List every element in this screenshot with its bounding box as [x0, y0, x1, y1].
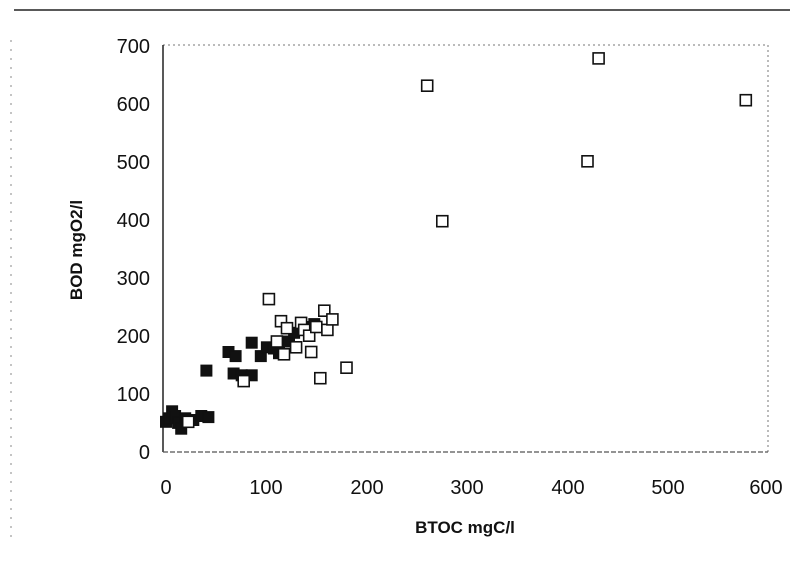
open-square-point	[280, 321, 294, 335]
y-tick-label: 100	[117, 384, 150, 406]
scatter-points	[160, 52, 753, 435]
y-tick-label: 300	[117, 268, 150, 290]
y-axis-title: BOD mgO2/l	[67, 200, 86, 300]
open-square-point	[326, 313, 339, 326]
filled-square-point	[202, 411, 215, 424]
y-tick-label: 400	[117, 210, 150, 232]
x-tick-label: 300	[450, 477, 483, 499]
filled-square-point	[229, 350, 242, 363]
filled-square-point	[200, 364, 213, 377]
y-axis-ticks: 0 100 200 300 400 500 600 700	[117, 36, 150, 464]
open-square-point	[302, 329, 316, 343]
open-square-point	[270, 335, 284, 348]
open-square-point	[289, 340, 303, 354]
x-tick-label: 600	[749, 477, 782, 499]
x-axis-ticks: 0 100 200 300 400 500 600	[160, 477, 782, 499]
open-square-point	[592, 52, 605, 65]
open-square-point	[262, 292, 276, 306]
x-tick-label: 400	[551, 477, 584, 499]
open-square-point	[181, 415, 195, 429]
open-square-point	[304, 345, 318, 359]
x-tick-label: 100	[249, 477, 282, 499]
y-tick-label: 500	[117, 152, 150, 174]
open-square-point	[581, 155, 594, 168]
x-tick-label: 0	[160, 477, 171, 499]
y-tick-label: 200	[117, 326, 150, 348]
open-square-point	[317, 304, 331, 318]
open-square-point	[340, 361, 353, 375]
y-tick-label: 700	[117, 36, 150, 58]
y-tick-label: 600	[117, 94, 150, 116]
open-square-point	[313, 371, 327, 385]
x-axis-title: BTOC mgC/l	[415, 518, 515, 537]
open-square-point	[420, 79, 434, 92]
open-square-point	[321, 323, 334, 337]
filled-square-point	[245, 336, 258, 349]
x-tick-label: 500	[651, 477, 684, 499]
y-tick-label: 0	[139, 442, 150, 464]
x-tick-label: 200	[350, 477, 383, 499]
open-square-point	[309, 320, 323, 334]
open-square-point	[237, 374, 250, 388]
open-square-point	[739, 93, 753, 107]
open-square-point	[277, 347, 291, 361]
filled-square-point	[254, 350, 267, 363]
open-square-point	[435, 214, 449, 228]
